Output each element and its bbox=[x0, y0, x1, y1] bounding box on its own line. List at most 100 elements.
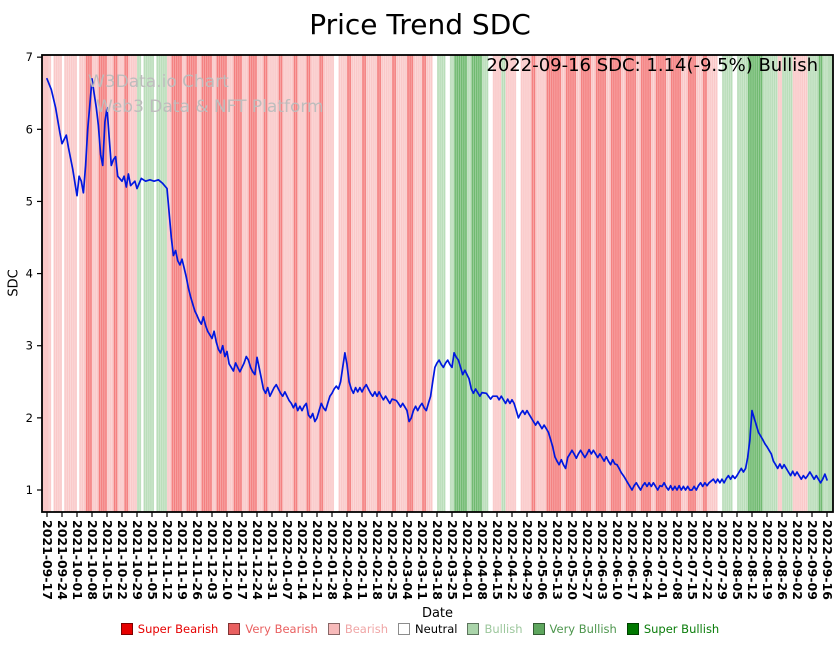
x-tick-label: 2022-08-19 bbox=[760, 520, 775, 600]
y-tick-label: 4 bbox=[26, 267, 33, 281]
sentiment-band-very_bearish bbox=[702, 55, 707, 512]
price-line bbox=[46, 77, 828, 491]
y-tick-label: 1 bbox=[26, 483, 33, 497]
sentiment-band-bearish bbox=[792, 55, 808, 512]
legend-label: Very Bullish bbox=[549, 622, 617, 636]
legend-item: Very Bullish bbox=[532, 622, 617, 636]
sentiment-band-bearish bbox=[576, 55, 581, 512]
sentiment-band-very_bearish bbox=[113, 55, 118, 512]
x-tick-label: 2021-12-17 bbox=[235, 520, 250, 600]
legend-swatch bbox=[532, 623, 545, 635]
sentiment-band-bearish bbox=[53, 55, 62, 512]
sentiment-band-bearish bbox=[323, 55, 335, 512]
legend-label: Super Bearish bbox=[137, 622, 219, 636]
sentiment-band-very_bearish bbox=[124, 55, 129, 512]
sentiment-band-bullish bbox=[782, 55, 793, 512]
sentiment-band-neutral bbox=[445, 55, 450, 512]
legend-swatch bbox=[228, 623, 241, 635]
x-tick-label: 2022-06-03 bbox=[595, 520, 610, 600]
sentiment-band-bearish bbox=[267, 55, 279, 512]
sentiment-band-bearish bbox=[79, 55, 86, 512]
sentiment-band-bearish bbox=[681, 55, 688, 512]
sentiment-band-very_bearish bbox=[610, 55, 622, 512]
x-tick-label: 2022-01-14 bbox=[295, 520, 310, 600]
sentiment-band-bearish bbox=[492, 55, 502, 512]
sentiment-band-very_bearish bbox=[655, 55, 667, 512]
sentiment-band-very_bearish bbox=[201, 55, 212, 512]
x-tick-label: 2022-08-26 bbox=[775, 520, 790, 600]
sentiment-band-bearish bbox=[366, 55, 377, 512]
sentiment-band-very_bearish bbox=[347, 55, 352, 512]
sentiment-band-very_bearish bbox=[640, 55, 652, 512]
sentiment-band-very_bearish bbox=[422, 55, 427, 512]
x-tick-label: 2021-10-29 bbox=[130, 520, 145, 600]
legend-label: Bullish bbox=[484, 622, 523, 636]
sentiment-band-bullish bbox=[722, 55, 733, 512]
sentiment-band-bearish bbox=[167, 55, 172, 512]
sentiment-band-bearish bbox=[107, 55, 114, 512]
legend-item: Bearish bbox=[327, 622, 388, 636]
x-tick-label: 2021-12-03 bbox=[205, 520, 220, 600]
x-tick-label: 2022-02-25 bbox=[385, 520, 400, 600]
x-tick-label: 2021-12-31 bbox=[265, 520, 280, 600]
y-tick-label: 2 bbox=[26, 411, 33, 425]
sentiment-band-bearish bbox=[351, 55, 362, 512]
x-tick-label: 2021-10-15 bbox=[100, 520, 115, 600]
sentiment-band-bullish bbox=[137, 55, 142, 512]
sentiment-band-bullish bbox=[437, 55, 446, 512]
latest-value-annotation: 2022-09-16 SDC: 1.14(-9.5%) Bullish bbox=[486, 55, 818, 76]
x-tick-label: 2022-01-21 bbox=[310, 520, 325, 600]
sentiment-band-very_bearish bbox=[595, 55, 607, 512]
x-tick-label: 2021-12-10 bbox=[220, 520, 235, 600]
sentiment-band-bearish bbox=[282, 55, 294, 512]
sentiment-band-bullish bbox=[822, 55, 833, 512]
x-tick-label: 2022-04-22 bbox=[505, 520, 520, 600]
sentiment-band-very_bearish bbox=[263, 55, 268, 512]
x-tick-label: 2022-04-15 bbox=[490, 520, 505, 600]
x-tick-label: 2021-11-12 bbox=[160, 520, 175, 600]
x-tick-label: 2022-03-18 bbox=[430, 520, 445, 600]
y-tick-label: 5 bbox=[26, 194, 33, 208]
sentiment-band-bearish bbox=[310, 55, 320, 512]
x-tick-label: 2022-05-06 bbox=[535, 520, 550, 600]
legend-item: Bullish bbox=[467, 622, 523, 636]
sentiment-band-bearish bbox=[257, 55, 264, 512]
sentiment-band-bearish bbox=[92, 55, 99, 512]
sentiment-band-very_bearish bbox=[531, 55, 536, 512]
sentiment-band-very_bullish bbox=[471, 55, 482, 512]
sentiment-band-bearish bbox=[606, 55, 611, 512]
sentiment-band-very_bearish bbox=[186, 55, 197, 512]
x-tick-label: 2022-07-22 bbox=[700, 520, 715, 600]
sentiment-band-bearish bbox=[520, 55, 532, 512]
sentiment-band-bearish bbox=[591, 55, 596, 512]
sentiment-band-bullish bbox=[482, 55, 489, 512]
sentiment-band-bearish bbox=[621, 55, 626, 512]
sentiment-band-very_bearish bbox=[85, 55, 92, 512]
x-tick-label: 2022-03-04 bbox=[400, 520, 415, 600]
sentiment-band-neutral bbox=[488, 55, 493, 512]
x-tick-label: 2021-11-05 bbox=[145, 520, 160, 600]
sentiment-band-bearish bbox=[651, 55, 656, 512]
sentiment-band-bearish bbox=[505, 55, 517, 512]
legend-swatch bbox=[398, 623, 411, 635]
y-tick-label: 7 bbox=[26, 50, 33, 64]
legend-swatch bbox=[467, 623, 480, 635]
x-tick-label: 2022-02-18 bbox=[370, 520, 385, 600]
legend-item: Super Bullish bbox=[626, 622, 719, 636]
legend-swatch bbox=[120, 623, 133, 635]
legend-swatch bbox=[327, 623, 340, 635]
sentiment-band-very_bearish bbox=[248, 55, 257, 512]
x-tick-label: 2022-04-01 bbox=[460, 520, 475, 600]
sentiment-band-neutral bbox=[432, 55, 437, 512]
sentiment-band-bearish bbox=[426, 55, 433, 512]
x-tick-label: 2022-06-24 bbox=[640, 520, 655, 600]
sentiment-band-neutral bbox=[732, 55, 737, 512]
sentiment-band-bearish bbox=[182, 55, 187, 512]
sentiment-band-bearish bbox=[242, 55, 249, 512]
x-tick-label: 2022-05-13 bbox=[550, 520, 565, 600]
x-tick-label: 2022-06-17 bbox=[625, 520, 640, 600]
sentiment-band-bullish bbox=[449, 55, 455, 512]
x-axis-label: Date bbox=[421, 606, 454, 621]
sentiment-band-bullish bbox=[737, 55, 748, 512]
